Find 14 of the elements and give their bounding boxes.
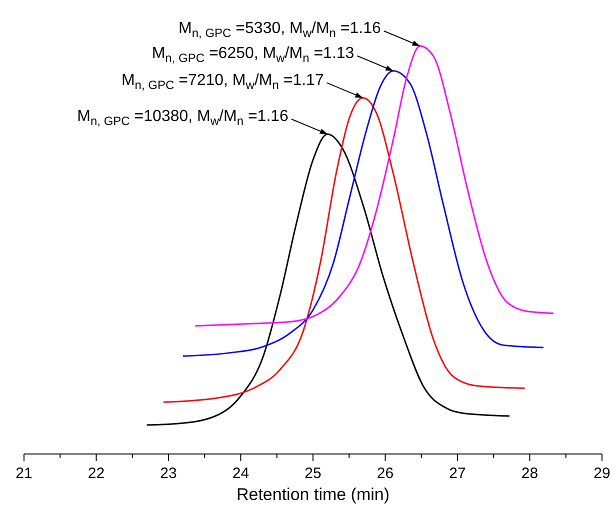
x-tick-label: 26 <box>376 465 394 482</box>
annotation: M$_{n, GPC}$ =10380, M$_{w}$/M$_{n}$ =1.16 <box>77 108 289 128</box>
annotation: M$_{n, GPC}$ =7210, M$_{w}$/M$_{n}$ =1.17 <box>121 72 324 92</box>
x-tick-label: 25 <box>304 465 322 482</box>
x-tick-label: 21 <box>16 465 32 482</box>
annotation: M$_{n, GPC}$ =5330, M$_{w}$/M$_{n}$ =1.16 <box>178 20 382 40</box>
x-tick-label: 24 <box>232 465 250 482</box>
x-axis-title: Retention time (min) <box>236 485 390 504</box>
x-tick-label: 23 <box>160 465 177 482</box>
x-tick-label: 22 <box>88 465 105 482</box>
x-tick-label: 27 <box>449 465 466 482</box>
x-tick-label: 29 <box>594 465 610 482</box>
x-tick-label: 28 <box>521 465 538 482</box>
annotation: M$_{n, GPC}$ =6250, M$_{w}$/M$_{n}$ =1.13 <box>152 44 354 64</box>
